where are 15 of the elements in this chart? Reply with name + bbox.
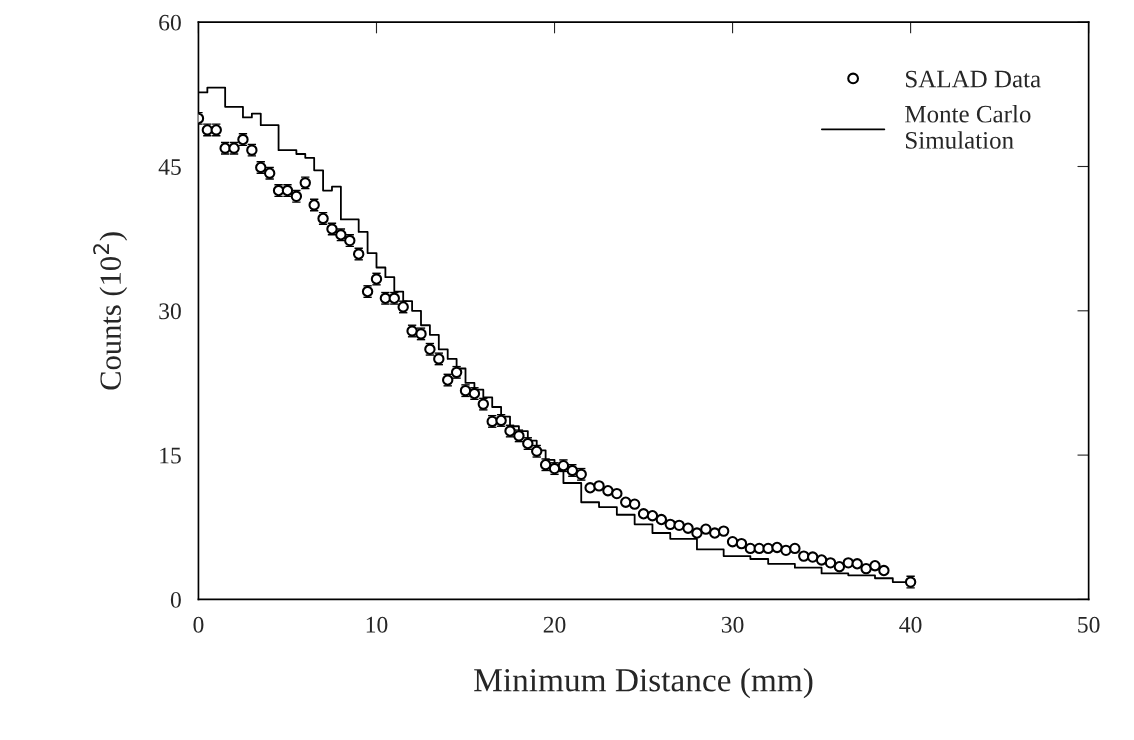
x-axis-title: Minimum Distance (mm) — [474, 668, 813, 699]
y-axis-title: Counts (10$^{2}$) — [93, 232, 128, 390]
y-tick-label: 45 — [158, 159, 181, 175]
x-tick-label: 50 — [1078, 616, 1100, 633]
x-tick-label: 10 — [366, 616, 388, 633]
legend-label: SALAD Data — [906, 70, 1041, 88]
x-tick-label: 30 — [721, 616, 744, 633]
x-tick-label: 20 — [543, 616, 566, 633]
y-tick-label: 0 — [170, 591, 181, 608]
x-tick-label: 40 — [899, 616, 922, 633]
y-tick-label: 60 — [159, 14, 181, 31]
y-tick-label: 15 — [160, 447, 181, 464]
legend-label: Monte Carlo Simulation — [905, 105, 1031, 149]
y-tick-label: 30 — [159, 303, 181, 320]
x-tick-label: 0 — [193, 616, 204, 633]
